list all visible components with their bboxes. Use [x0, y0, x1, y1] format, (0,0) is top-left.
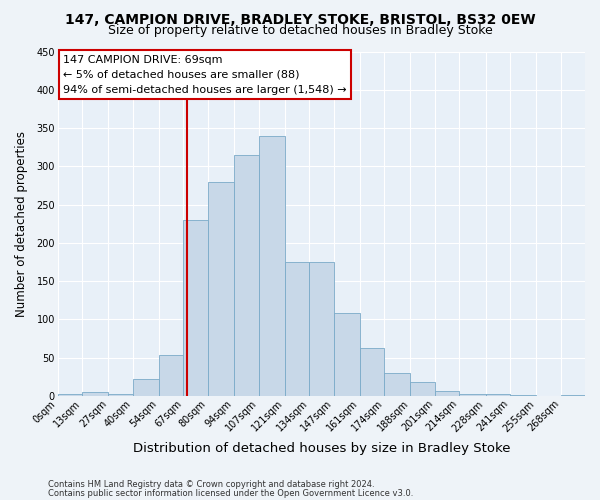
Text: Contains public sector information licensed under the Open Government Licence v3: Contains public sector information licen… [48, 488, 413, 498]
X-axis label: Distribution of detached houses by size in Bradley Stoke: Distribution of detached houses by size … [133, 442, 510, 455]
Bar [82, 392, 109, 396]
Bar [485, 394, 510, 396]
Bar [133, 379, 159, 396]
Bar [309, 262, 334, 396]
Bar [159, 356, 184, 396]
Bar [285, 262, 309, 396]
Text: Contains HM Land Registry data © Crown copyright and database right 2024.: Contains HM Land Registry data © Crown c… [48, 480, 374, 489]
Bar [560, 395, 585, 396]
Bar [410, 382, 435, 396]
Text: 147, CAMPION DRIVE, BRADLEY STOKE, BRISTOL, BS32 0EW: 147, CAMPION DRIVE, BRADLEY STOKE, BRIST… [65, 12, 535, 26]
Bar [234, 155, 259, 396]
Bar [384, 373, 410, 396]
Bar [259, 136, 285, 396]
Text: 147 CAMPION DRIVE: 69sqm
← 5% of detached houses are smaller (88)
94% of semi-de: 147 CAMPION DRIVE: 69sqm ← 5% of detache… [63, 55, 347, 94]
Bar [510, 395, 536, 396]
Bar [109, 394, 133, 396]
Bar [184, 220, 208, 396]
Bar [58, 394, 82, 396]
Y-axis label: Number of detached properties: Number of detached properties [15, 130, 28, 316]
Bar [208, 182, 234, 396]
Bar [360, 348, 384, 396]
Text: Size of property relative to detached houses in Bradley Stoke: Size of property relative to detached ho… [107, 24, 493, 37]
Bar [334, 313, 360, 396]
Bar [435, 390, 459, 396]
Bar [459, 394, 485, 396]
